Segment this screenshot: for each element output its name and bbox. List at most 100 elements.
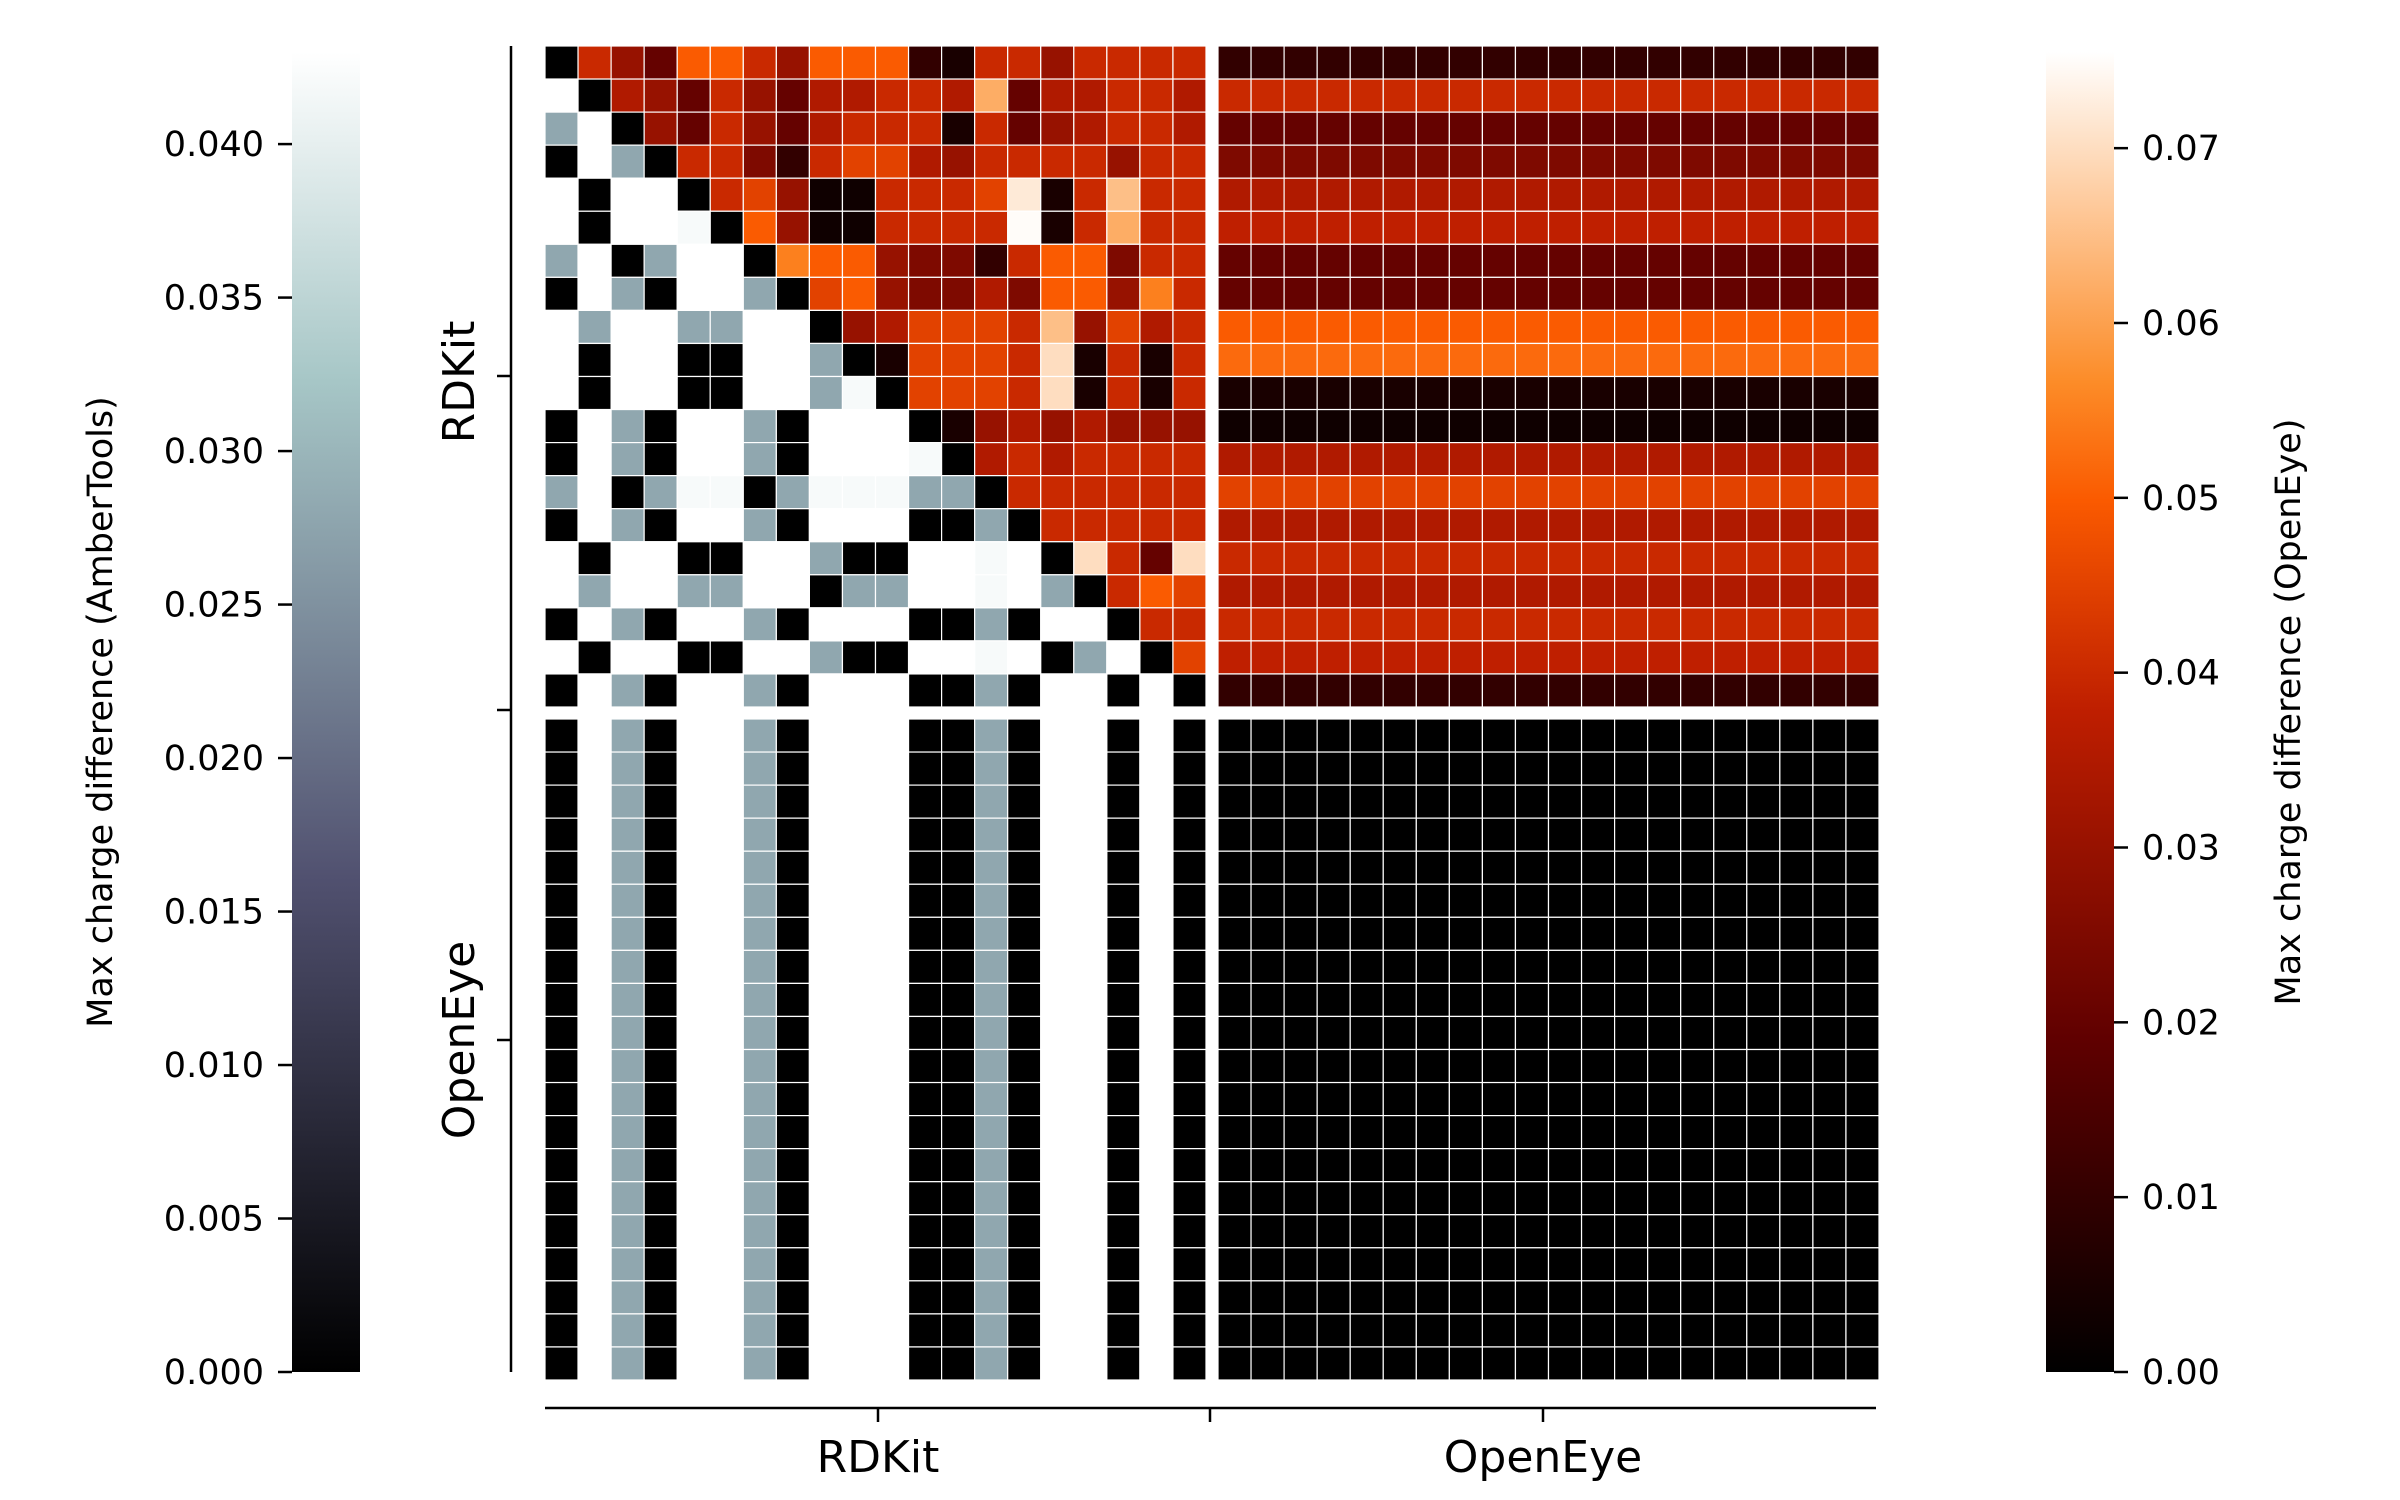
heatmap-cell [1812, 850, 1847, 885]
heatmap-cell [1007, 1346, 1042, 1381]
heatmap-cell [940, 1081, 976, 1117]
heatmap-cell [1217, 817, 1252, 852]
heatmap-cell [1547, 607, 1583, 642]
heatmap-cell [1746, 508, 1781, 543]
heatmap-cell [676, 574, 711, 609]
heatmap-cell [841, 45, 877, 80]
heatmap-cell [676, 1247, 711, 1282]
heatmap-cell [1073, 1346, 1108, 1381]
heatmap-cell [742, 751, 777, 786]
heatmap-cell [1580, 817, 1616, 852]
heatmap-cell [1514, 949, 1550, 984]
heatmap-cell [1845, 574, 1880, 609]
heatmap-cell [974, 1214, 1009, 1249]
heatmap-cell [1349, 375, 1384, 411]
heatmap-cell [1481, 817, 1517, 852]
heatmap-cell [940, 342, 976, 378]
heatmap-cell [1580, 408, 1616, 444]
heatmap-cell [1283, 883, 1318, 918]
heatmap-cell [1647, 276, 1682, 312]
heatmap-cell [1514, 408, 1550, 444]
heatmap-cell [1746, 817, 1781, 852]
heatmap-cell [1217, 408, 1252, 444]
heatmap-cell [1613, 111, 1649, 146]
heatmap-cell [841, 276, 877, 312]
heatmap-cell [1680, 342, 1715, 378]
heatmap-cell [1349, 607, 1384, 642]
heatmap-cell [610, 475, 645, 510]
heatmap-cell [1812, 276, 1847, 312]
heatmap-cell [1613, 508, 1649, 543]
heatmap-cell [1713, 475, 1748, 510]
heatmap-cell [1007, 640, 1042, 675]
heatmap-cell [1172, 78, 1207, 113]
heatmap-cell [874, 1280, 910, 1315]
heatmap-cell [974, 541, 1009, 576]
heatmap-cell [610, 1081, 645, 1117]
heatmap-cell [775, 309, 810, 345]
right-colorbar-tick-label: 0.06 [2142, 304, 2220, 344]
heatmap-cell [1007, 883, 1042, 918]
heatmap-cell [841, 1114, 877, 1150]
x-group-label-rdkit: RDKit [817, 1432, 940, 1483]
heatmap-cell [1139, 607, 1174, 642]
heatmap-cell [1647, 916, 1682, 951]
heatmap-cell [1481, 718, 1517, 753]
heatmap-cell [1415, 1081, 1450, 1117]
heatmap-cell [1382, 144, 1417, 179]
heatmap-cell [775, 1346, 810, 1381]
heatmap-cell [1812, 309, 1847, 345]
heatmap-cell [1349, 1247, 1384, 1282]
heatmap-cell [643, 45, 678, 80]
heatmap-cell [1040, 78, 1075, 113]
heatmap-cell [1779, 111, 1814, 146]
heatmap-cell [742, 718, 777, 753]
heatmap-cell [1217, 276, 1252, 312]
heatmap-cell [841, 1247, 877, 1282]
heatmap-cell [1250, 574, 1285, 609]
heatmap-cell [1547, 541, 1583, 576]
heatmap-cell [1139, 673, 1174, 708]
heatmap-cell [1415, 1346, 1450, 1381]
heatmap-cell [1349, 1280, 1384, 1315]
heatmap-cell [742, 640, 777, 675]
heatmap-cell [1172, 1346, 1207, 1381]
heatmap-cell [1448, 508, 1483, 543]
heatmap-cell [1647, 1346, 1682, 1381]
heatmap-cell [610, 883, 645, 918]
heatmap-cell [709, 1346, 744, 1381]
heatmap-cell [1713, 574, 1748, 609]
heatmap-cell [1580, 784, 1616, 819]
heatmap-cell [610, 850, 645, 885]
heatmap-cell [1448, 276, 1483, 312]
heatmap-cell [1647, 210, 1682, 245]
heatmap-cell [1040, 508, 1075, 543]
heatmap-cell [1746, 883, 1781, 918]
heatmap-cell [974, 718, 1009, 753]
heatmap-cell [1647, 784, 1682, 819]
heatmap-cell [808, 949, 844, 984]
heatmap-cell [1382, 375, 1417, 411]
heatmap-cell [1316, 78, 1351, 113]
heatmap-cell [1580, 508, 1616, 543]
heatmap-cell [907, 673, 943, 708]
heatmap-cell [1680, 508, 1715, 543]
heatmap-cell [1812, 342, 1847, 378]
heatmap-cell [1349, 673, 1384, 708]
heatmap-cell [1172, 718, 1207, 753]
heatmap-cell [1845, 982, 1880, 1018]
heatmap-cell [1481, 1181, 1517, 1216]
heatmap-cell [742, 1081, 777, 1117]
heatmap-cell [874, 718, 910, 753]
heatmap-cell [1547, 982, 1583, 1018]
heatmap-cell [1481, 111, 1517, 146]
heatmap-cell [808, 640, 844, 675]
heatmap-cell [874, 916, 910, 951]
heatmap-cell [1448, 442, 1483, 477]
heatmap-cell [775, 817, 810, 852]
heatmap-cell [1250, 949, 1285, 984]
heatmap-cell [676, 850, 711, 885]
heatmap-cell [1481, 1313, 1517, 1348]
heatmap-cell [775, 45, 810, 80]
heatmap-cell [1746, 850, 1781, 885]
